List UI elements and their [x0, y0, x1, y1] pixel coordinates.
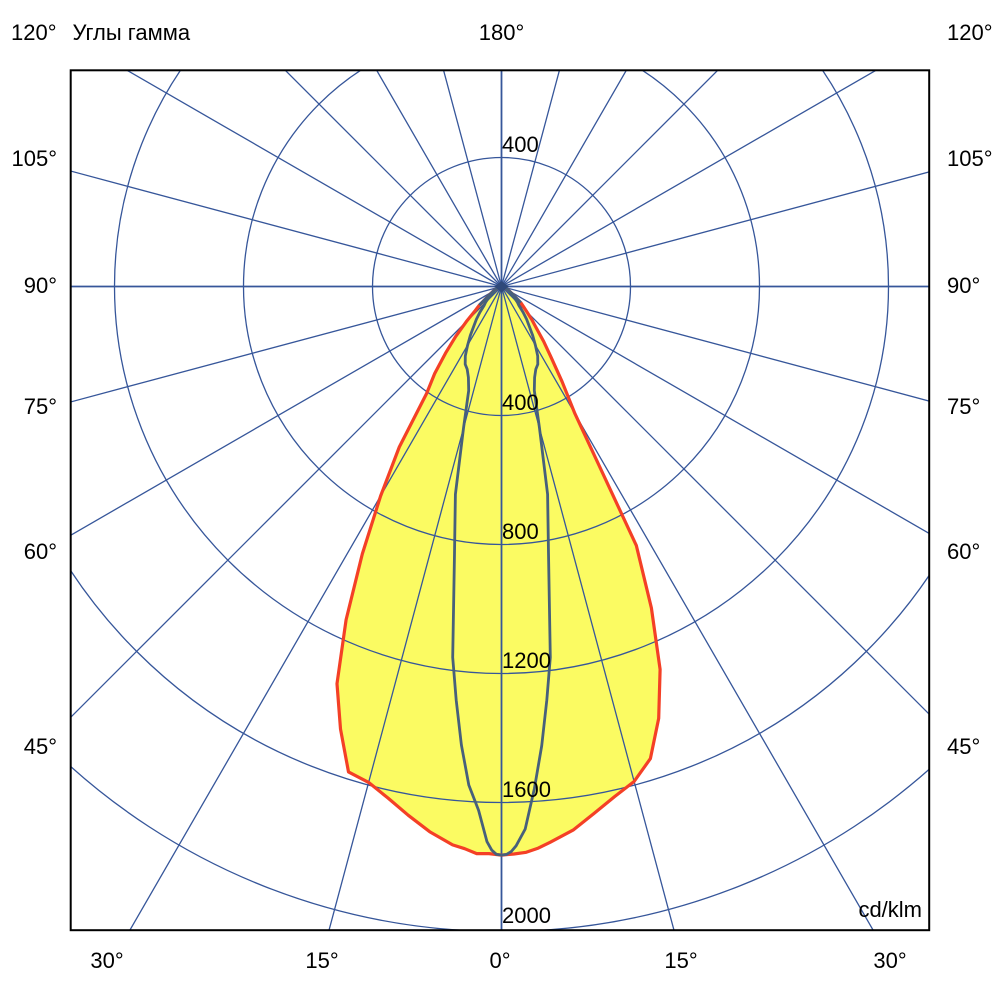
svg-text:Углы гамма: Углы гамма — [73, 20, 191, 45]
svg-text:0°: 0° — [489, 948, 510, 973]
svg-text:60°: 60° — [947, 539, 980, 564]
svg-text:75°: 75° — [947, 394, 980, 419]
svg-text:45°: 45° — [24, 734, 57, 759]
svg-text:45°: 45° — [947, 734, 980, 759]
svg-text:30°: 30° — [90, 948, 123, 973]
svg-text:120°: 120° — [947, 20, 993, 45]
svg-text:400: 400 — [502, 132, 539, 157]
svg-text:cd/klm: cd/klm — [858, 897, 922, 922]
svg-text:15°: 15° — [305, 948, 338, 973]
svg-text:180°: 180° — [479, 20, 525, 45]
svg-text:1200: 1200 — [502, 648, 551, 673]
svg-text:90°: 90° — [947, 273, 980, 298]
svg-text:105°: 105° — [947, 146, 993, 171]
svg-text:90°: 90° — [24, 273, 57, 298]
svg-text:60°: 60° — [24, 539, 57, 564]
svg-text:30°: 30° — [873, 948, 906, 973]
svg-text:15°: 15° — [664, 948, 697, 973]
svg-text:1600: 1600 — [502, 777, 551, 802]
svg-text:400: 400 — [502, 390, 539, 415]
svg-text:2000: 2000 — [502, 903, 551, 928]
svg-text:75°: 75° — [24, 394, 57, 419]
svg-text:105°: 105° — [11, 146, 57, 171]
svg-text:800: 800 — [502, 519, 539, 544]
svg-text:120°: 120° — [11, 20, 57, 45]
